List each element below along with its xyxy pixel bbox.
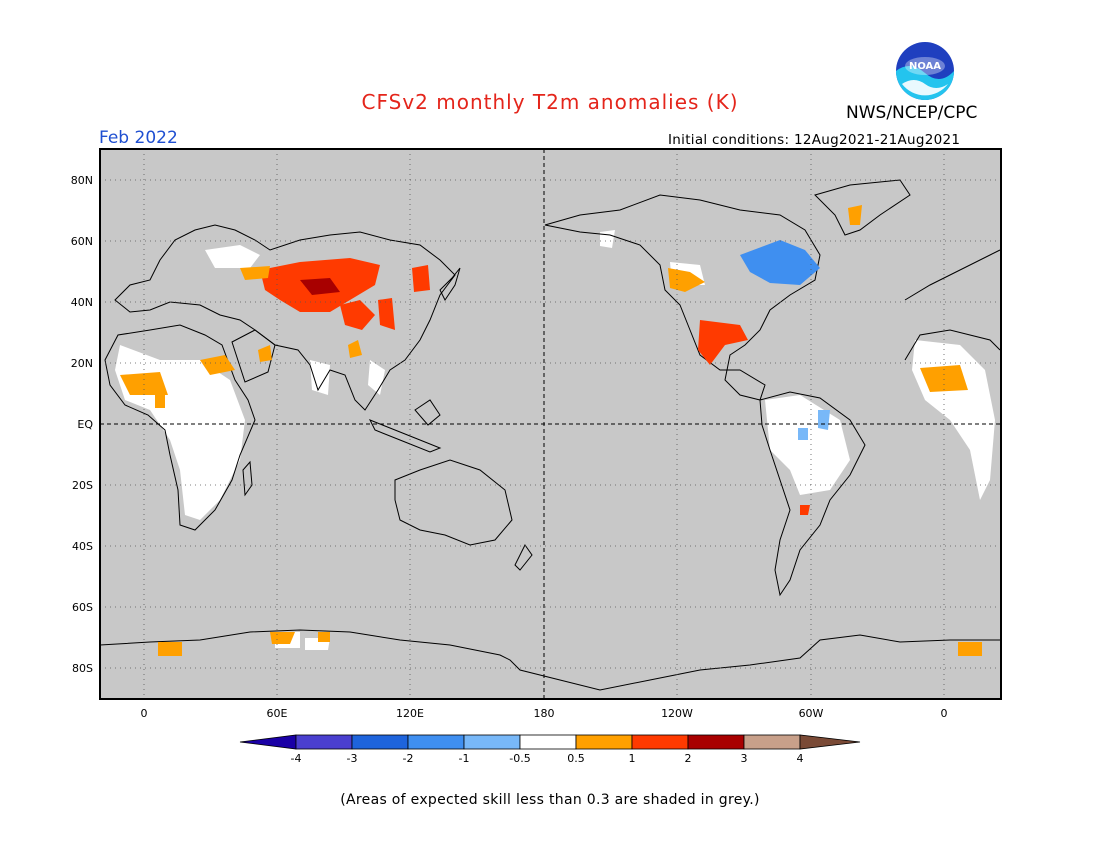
equator-dateline: [100, 149, 1001, 699]
legend-label: 0.5: [567, 752, 585, 765]
lat-label: 20S: [72, 479, 93, 492]
legend-swatch: [239, 734, 297, 750]
lon-label: 180: [534, 707, 555, 720]
agency-label: NWS/NCEP/CPC: [846, 103, 978, 123]
legend-swatch: [407, 734, 465, 750]
lat-label: EQ: [77, 418, 93, 431]
legend-swatch: [519, 734, 577, 750]
lon-label: 0: [941, 707, 948, 720]
color-legend: -4 -3 -2 -1 -0.5 0.5 1 2 3 4: [239, 734, 861, 765]
legend-swatch: [351, 734, 409, 750]
legend-label: -1: [459, 752, 470, 765]
legend-label: -0.5: [509, 752, 530, 765]
map-title: CFSv2 monthly T2m anomalies (K): [361, 90, 739, 114]
legend-label: 4: [797, 752, 804, 765]
lat-label: 80N: [71, 174, 93, 187]
legend-label: 3: [741, 752, 748, 765]
legend-swatch: [295, 734, 353, 750]
lat-label: 20N: [71, 357, 93, 370]
lat-label: 60N: [71, 235, 93, 248]
lat-labels: 80N 60N 40N 20N EQ 20S 40S 60S 80S: [71, 174, 94, 675]
coastlines: [99, 179, 1001, 691]
legend-swatch: [463, 734, 521, 750]
lon-label: 60W: [799, 707, 824, 720]
lat-label: 40N: [71, 296, 93, 309]
cool-anomalies: [740, 240, 830, 440]
legend-swatch: [575, 734, 633, 750]
legend-swatch: [631, 734, 689, 750]
logo-text: NOAA: [909, 61, 941, 72]
legend-label: 1: [629, 752, 636, 765]
lon-label: 0: [141, 707, 148, 720]
lon-label: 120W: [661, 707, 693, 720]
map-frame: [99, 148, 1002, 700]
legend-label: -3: [347, 752, 358, 765]
legend-swatch: [743, 734, 801, 750]
forecast-month: Feb 2022: [99, 128, 178, 148]
initial-conditions: Initial conditions: 12Aug2021-21Aug2021: [668, 132, 961, 148]
noaa-logo-icon: NOAA: [896, 42, 954, 100]
lat-label: 60S: [72, 601, 93, 614]
legend-label: 2: [685, 752, 692, 765]
lon-label: 60E: [267, 707, 288, 720]
footnote: (Areas of expected skill less than 0.3 a…: [340, 792, 760, 808]
lon-label: 120E: [396, 707, 424, 720]
legend-swatch: [799, 734, 861, 750]
legend-swatch: [687, 734, 745, 750]
legend-label: -4: [291, 752, 302, 765]
lon-labels: 0 60E 120E 180 120W 60W 0: [141, 707, 948, 720]
legend-label: -2: [403, 752, 414, 765]
lat-label: 40S: [72, 540, 93, 553]
lat-label: 80S: [72, 662, 93, 675]
